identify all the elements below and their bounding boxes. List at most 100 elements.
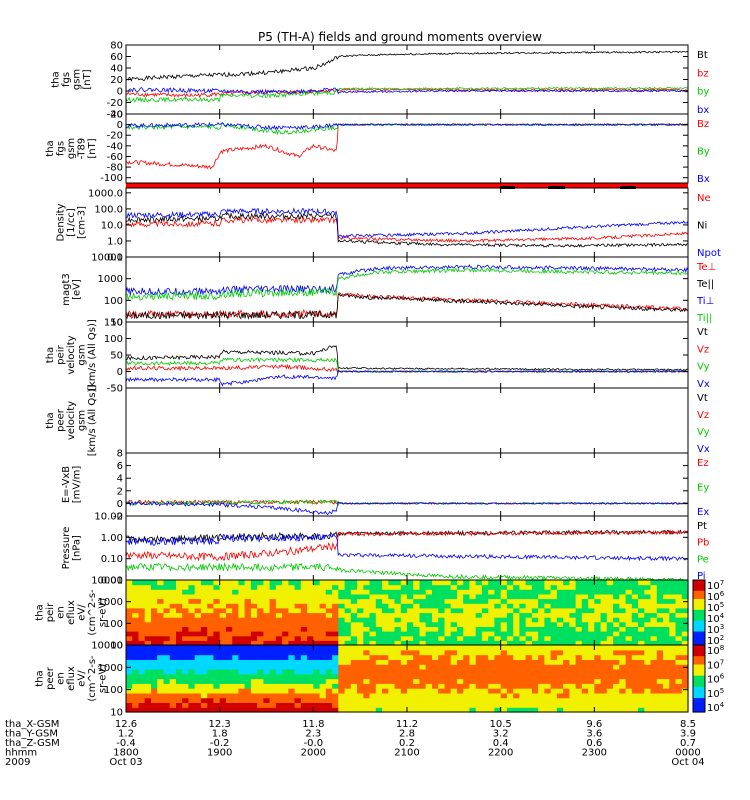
spectrogram-cell <box>275 688 283 694</box>
spectrogram-cell <box>513 589 520 595</box>
spectrogram-cell <box>338 580 346 586</box>
spectrogram-cell <box>556 631 564 637</box>
spectrogram-cell <box>650 603 658 609</box>
spectrogram-cell <box>438 603 445 609</box>
spectrogram-cell <box>606 645 614 651</box>
spectrogram-cell <box>450 664 458 670</box>
spectrogram-cell <box>606 697 614 703</box>
spectrogram-cell <box>375 584 383 590</box>
spectrogram-cell <box>494 678 502 684</box>
spectrogram-cell <box>219 626 227 632</box>
spectrogram-cell <box>176 664 183 670</box>
spectrogram-cell <box>481 631 489 637</box>
spectrogram-cell <box>407 635 414 641</box>
spectrogram-cell <box>563 584 570 590</box>
spectrogram-cell <box>419 664 427 670</box>
spectrogram-cell <box>313 654 321 660</box>
spectrogram-cell <box>519 673 527 680</box>
spectrogram-cell <box>569 626 577 632</box>
spectrogram-cell <box>619 649 627 656</box>
spectrogram-cell <box>275 617 283 623</box>
spectrogram-cell <box>494 683 502 689</box>
spectrogram-cell <box>669 635 677 641</box>
spectrogram-cell <box>294 617 302 623</box>
spectrogram-cell <box>157 621 164 627</box>
spectrogram-cell <box>638 683 645 689</box>
spectrogram-cell <box>656 678 664 684</box>
spectrogram-cell <box>413 626 420 632</box>
spectrogram-cell <box>307 707 314 713</box>
spectrogram-cell <box>475 631 483 637</box>
spectrogram-cell <box>525 598 533 604</box>
spectrogram-cell <box>169 603 177 609</box>
spectrogram-cell <box>613 584 620 590</box>
spectrogram-cell <box>594 612 602 618</box>
spectrogram-cell <box>388 631 396 637</box>
spectrogram-cell <box>357 635 364 641</box>
spectrogram-cell <box>157 635 164 641</box>
spectrogram-cell <box>176 598 183 604</box>
spectrogram-cell <box>457 617 464 623</box>
spectrogram-cell <box>656 664 664 670</box>
spectrogram-cell <box>556 683 564 689</box>
spectrogram-cell <box>425 631 433 637</box>
spectrogram-cell <box>407 668 414 675</box>
spectrogram-cell <box>575 635 583 641</box>
spectrogram-cell <box>531 589 539 595</box>
spectrogram-cell <box>319 664 327 670</box>
spectrogram-cell <box>288 688 296 694</box>
spectrogram-cell <box>569 688 577 694</box>
spectrogram-cell <box>613 593 620 600</box>
legend-entry: by <box>697 87 709 98</box>
panel-frame <box>125 321 689 389</box>
spectrogram-cell <box>569 697 577 703</box>
spectrogram-cell <box>244 673 252 680</box>
spectrogram-cell <box>506 640 514 646</box>
spectrogram-cell <box>207 621 214 627</box>
spectrogram-cell <box>613 645 620 651</box>
spectrogram-cell <box>619 598 627 604</box>
spectrogram-cell <box>513 598 520 604</box>
spectrogram-cell <box>663 631 670 637</box>
spectrogram-cell <box>463 607 470 614</box>
spectrogram-cell <box>307 692 314 699</box>
spectrogram-cell <box>432 640 439 646</box>
spectrogram-cell <box>413 612 420 618</box>
spectrogram-cell <box>194 664 202 670</box>
spectrogram-cell <box>332 631 339 637</box>
spectrogram-cell <box>531 607 539 614</box>
spectrogram-cell <box>126 678 133 684</box>
spectrogram-cell <box>519 631 527 637</box>
spectrogram-cell <box>163 692 171 699</box>
spectrogram-cell <box>157 649 164 656</box>
spectrogram-cell <box>200 683 208 689</box>
spectrogram-cell <box>432 607 439 614</box>
spectrogram-cell <box>282 603 289 609</box>
spectrogram-cell <box>375 598 383 604</box>
spectrogram-cell <box>225 692 233 699</box>
spectrogram-cell <box>500 617 508 623</box>
spectrogram-cell <box>176 678 183 684</box>
spectrogram-cell <box>606 589 614 595</box>
spectrogram-cell <box>407 612 414 618</box>
spectrogram-cell <box>619 645 627 651</box>
spectrogram-cell <box>294 692 302 699</box>
spectrogram-cell <box>282 607 289 614</box>
spectrogram-cell <box>288 621 296 627</box>
spectrogram-cell <box>369 640 377 646</box>
y-tick-label: 10 <box>110 318 123 329</box>
spectrogram-cell <box>294 598 302 604</box>
spectrogram-cell <box>144 621 152 627</box>
y-tick-label: -2 <box>113 512 123 523</box>
spectrogram-cell <box>382 668 389 675</box>
spectrogram-cell <box>232 621 239 627</box>
spectrogram-cell <box>675 664 683 670</box>
spectrogram-cell <box>188 621 196 627</box>
spectrogram-cell <box>319 612 327 618</box>
spectrogram-cell <box>151 589 158 595</box>
spectrogram-cell <box>357 640 364 646</box>
spectrogram-cell <box>138 692 146 699</box>
spectrogram-cell <box>563 631 570 637</box>
spectrogram-cell <box>531 659 539 665</box>
spectrogram-cell <box>494 621 502 627</box>
